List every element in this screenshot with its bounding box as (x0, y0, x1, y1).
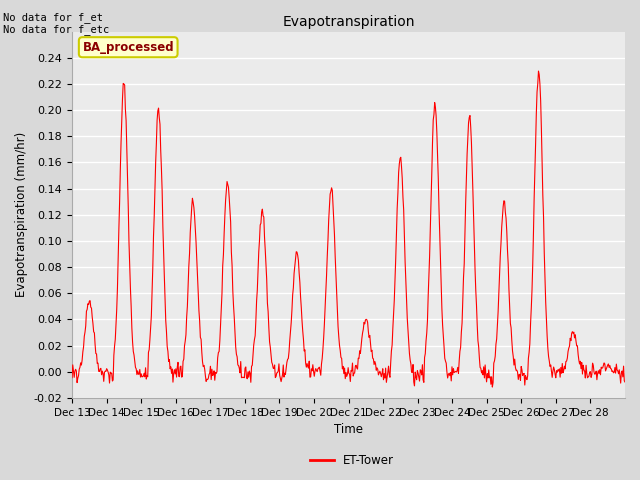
Legend: ET-Tower: ET-Tower (305, 449, 399, 472)
Text: BA_processed: BA_processed (83, 41, 174, 54)
Title: Evapotranspiration: Evapotranspiration (282, 15, 415, 29)
X-axis label: Time: Time (334, 423, 363, 436)
Text: No data for f_et
No data for f_etc: No data for f_et No data for f_etc (3, 12, 109, 36)
Y-axis label: Evapotranspiration (mm/hr): Evapotranspiration (mm/hr) (15, 132, 28, 298)
